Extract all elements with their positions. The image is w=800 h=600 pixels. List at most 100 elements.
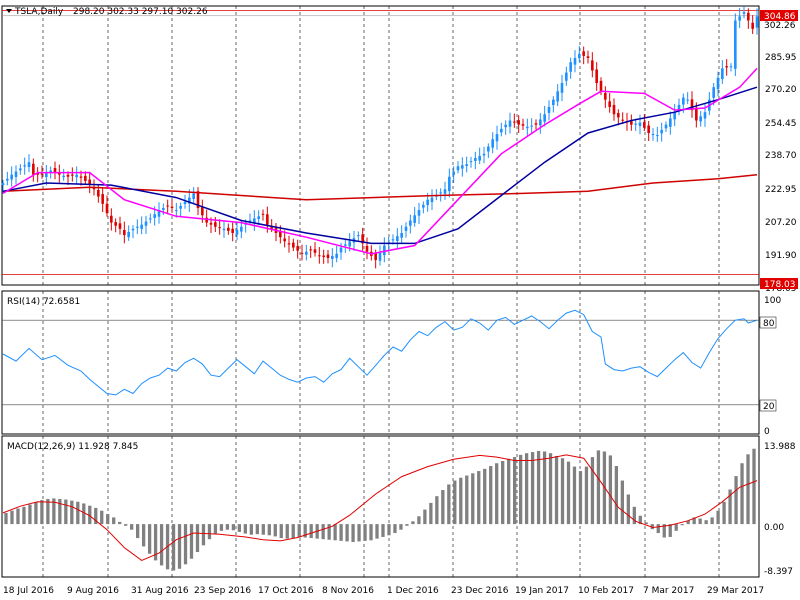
candle <box>322 249 325 264</box>
candle <box>10 166 13 187</box>
candle <box>71 167 74 182</box>
candle <box>647 120 650 142</box>
macd-bar <box>124 524 128 526</box>
macd-bar <box>507 458 511 525</box>
macd-bar <box>52 498 56 525</box>
macd-bar <box>752 448 756 525</box>
candle <box>331 248 334 268</box>
macd-bar <box>261 524 265 535</box>
macd-bar <box>381 524 385 537</box>
candle <box>478 147 481 165</box>
candle <box>110 208 113 231</box>
candle <box>738 8 741 29</box>
candle <box>474 151 477 170</box>
macd-bar <box>441 490 445 525</box>
candle <box>461 157 464 177</box>
candle <box>500 122 503 137</box>
candle <box>504 120 507 135</box>
candle <box>344 238 347 253</box>
macd-bar <box>267 524 271 536</box>
candle <box>443 181 447 200</box>
candle <box>651 128 655 141</box>
candle <box>300 244 304 261</box>
macd-label: MACD(12,26,9) 11.928 7.845 <box>7 442 138 452</box>
candle <box>413 207 416 227</box>
macd-bar <box>704 520 708 525</box>
candle <box>617 109 620 126</box>
candle <box>261 209 265 221</box>
time-label: 29 Mar 2017 <box>707 586 764 596</box>
candle <box>656 126 659 142</box>
candle <box>734 13 737 77</box>
candle <box>729 63 733 72</box>
macd-bar <box>297 524 301 538</box>
candle <box>612 98 616 121</box>
candle <box>66 171 70 185</box>
macd-bar <box>728 489 732 525</box>
high-price-tag-text: 304.86 <box>764 12 796 22</box>
macd-bar <box>542 451 547 525</box>
macd-bar <box>309 524 313 539</box>
macd-bar <box>70 500 74 525</box>
candle <box>53 161 57 180</box>
candle <box>222 221 226 238</box>
candle <box>235 221 239 241</box>
macd-tick: -8.397 <box>764 567 793 577</box>
time-label: 1 Dec 2016 <box>387 586 439 596</box>
macd-bar <box>578 471 583 525</box>
candle <box>283 230 286 248</box>
macd-bar <box>207 524 212 540</box>
candle <box>669 111 672 135</box>
collapse-triangle-icon[interactable] <box>6 9 12 13</box>
macd-bar <box>118 521 122 525</box>
candle <box>101 188 104 212</box>
macd-signal-line <box>2 454 758 561</box>
macd-bar <box>405 524 409 526</box>
macd-bar <box>171 524 176 571</box>
macd-bar <box>626 494 630 525</box>
macd-bar <box>680 524 684 526</box>
candle <box>508 112 512 134</box>
candle <box>253 210 256 232</box>
macd-bar <box>692 517 696 525</box>
price-tick: 222.95 <box>765 185 797 195</box>
rsi-panel-frame <box>1 290 760 435</box>
candle <box>465 156 468 173</box>
candle <box>136 219 139 234</box>
candle <box>569 57 572 79</box>
candle <box>179 202 182 217</box>
macd-bar <box>303 524 307 538</box>
macd-bar <box>10 510 14 525</box>
candle <box>716 71 720 97</box>
macd-bar <box>710 517 714 525</box>
candle <box>530 118 533 134</box>
macd-bar <box>225 524 230 530</box>
macd-bar <box>495 463 499 525</box>
candle <box>638 114 642 135</box>
candle <box>205 209 208 227</box>
macd-bar <box>566 461 571 525</box>
candle <box>539 113 542 134</box>
candle <box>127 225 130 241</box>
macd-bar <box>530 452 535 525</box>
candle <box>144 215 148 235</box>
macd-tick: 13.988 <box>764 442 796 452</box>
price-tick: 254.45 <box>765 119 797 129</box>
candle <box>196 187 200 216</box>
time-axis: 18 Jul 2016 9 Aug 2016 31 Aug 2016 23 Se… <box>3 586 764 596</box>
macd-bar <box>614 466 619 525</box>
macd-bar <box>524 453 529 525</box>
candle <box>417 202 421 224</box>
macd-bar <box>716 510 720 525</box>
candle <box>88 171 91 194</box>
symbol-label: TSLA,Daily <box>14 7 64 17</box>
candle <box>287 235 291 253</box>
moving-average-fast <box>2 67 758 255</box>
candle <box>365 237 369 260</box>
candle <box>105 195 109 217</box>
candle <box>400 225 403 244</box>
macd-bar <box>4 512 8 525</box>
candle <box>19 164 22 175</box>
macd-bar <box>399 524 403 530</box>
